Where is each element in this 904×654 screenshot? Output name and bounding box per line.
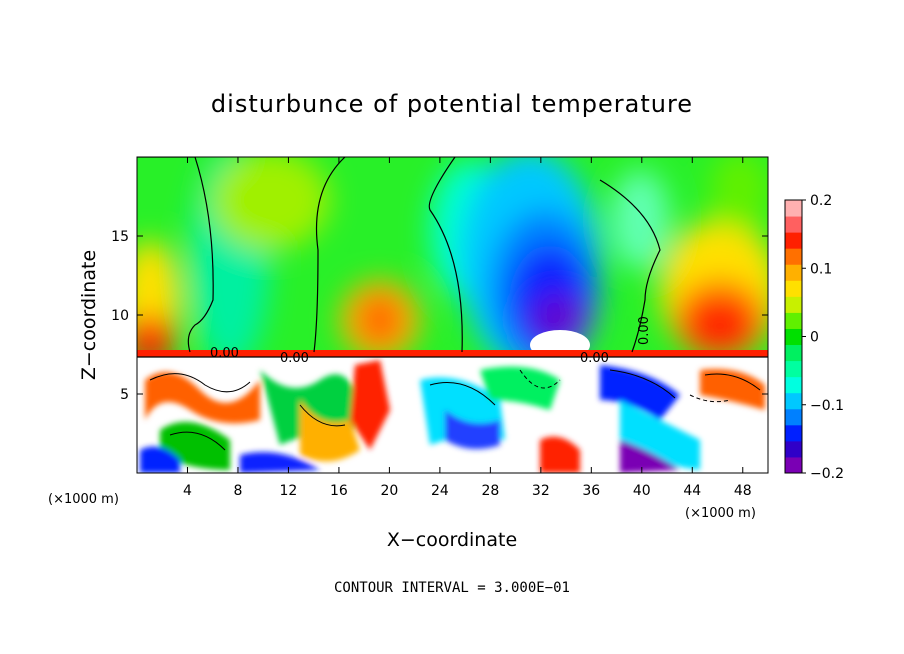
contour-label: 0.00 [637,316,652,345]
y-axis: 5 10 15 [111,229,768,403]
colorbar-label: −0.1 [810,398,844,414]
colorbar-swatch [785,376,802,394]
zero-contours [137,157,768,358]
colorbar-swatch [785,248,802,265]
y-axis-title: Z−coordinate [78,250,100,380]
contour-label: 0.00 [580,351,609,366]
colorbar-label: 0 [810,330,819,346]
colorbar-swatch [785,440,802,458]
colorbar-label: 0.1 [810,261,832,277]
plot-area: 0.00 0.00 0.00 0.00 [136,156,769,474]
colorbar-swatch [785,232,802,249]
x-tick-label: 20 [380,483,398,499]
x-tick-label: 16 [330,483,348,499]
contour-label: 0.00 [210,346,239,361]
y-tick-label: 10 [111,308,129,324]
colorbar-swatch [785,408,802,426]
upper-field [137,157,768,357]
colorbar-label: −0.2 [810,466,844,482]
x-tick-label: 40 [633,483,651,499]
colorbar-swatch [785,344,802,362]
x-unit-left: (×1000 m) [48,492,119,507]
colorbar-swatch [785,328,802,346]
contour-label: 0.00 [280,351,309,366]
colorbar-swatch [785,312,802,329]
colorbar-swatch [785,424,802,442]
x-axis: 4 8 12 16 20 24 28 32 36 40 44 48 [183,157,752,499]
x-tick-label: 8 [233,483,242,499]
x-tick-label: 12 [280,483,298,499]
x-tick-label: 24 [431,483,449,499]
x-tick-label: 28 [481,483,499,499]
y-tick-label: 15 [111,229,129,245]
x-axis-title: X−coordinate [387,529,517,551]
x-tick-label: 4 [183,483,192,499]
colorbar-swatch [785,360,802,378]
contour-interval-note: CONTOUR INTERVAL = 3.000E−01 [334,580,570,596]
chart-title: disturbunce of potential temperature [211,90,693,118]
colorbar: 0.2 0.1 0 −0.1 −0.2 [784,193,844,482]
x-tick-label: 32 [532,483,550,499]
colorbar-swatch [785,456,802,474]
lower-field [137,357,768,473]
x-tick-label: 44 [683,483,701,499]
colorbar-swatch [785,264,802,281]
colorbar-swatch [785,200,802,217]
colorbar-swatch [785,392,802,410]
x-tick-label: 48 [734,483,752,499]
x-unit-right: (×1000 m) [685,506,756,521]
colorbar-swatch [785,296,802,313]
colorbar-swatch [785,216,802,233]
y-tick-label: 5 [120,387,129,403]
colorbar-label: 0.2 [810,193,832,209]
colorbar-swatch [785,280,802,297]
x-tick-label: 36 [582,483,600,499]
